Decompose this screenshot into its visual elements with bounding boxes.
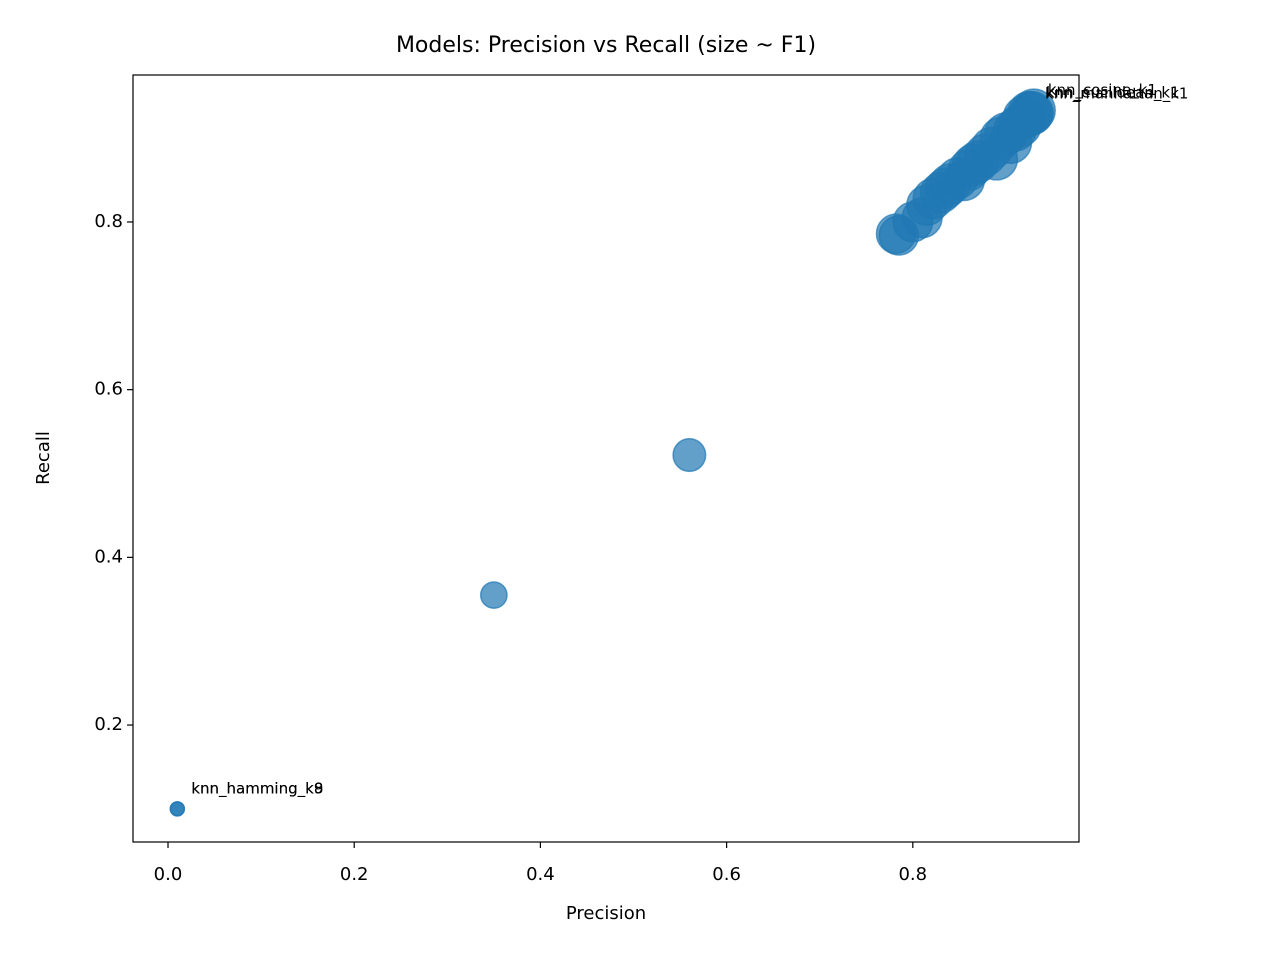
x-axis-label: Precision — [566, 903, 646, 924]
y-tick-label: 0.2 — [94, 714, 123, 735]
chart-title: Models: Precision vs Recall (size ~ F1) — [396, 33, 816, 58]
y-tick-label: 0.4 — [94, 546, 123, 567]
point-label: knn_cosine_k1 — [1048, 81, 1157, 100]
point — [479, 581, 508, 609]
point-label: knn_hamming_k8 — [191, 779, 323, 798]
point — [169, 801, 186, 817]
point — [1008, 91, 1054, 136]
point-label: knn_manhattan_k1 — [1045, 84, 1188, 103]
y-tick-label: 0.8 — [94, 211, 123, 232]
point — [672, 438, 707, 473]
x-tick-label: 0.0 — [154, 864, 183, 885]
x-tick-label: 0.6 — [712, 864, 741, 885]
x-tick-label: 0.8 — [898, 864, 927, 885]
plot-frame — [132, 74, 1080, 843]
point-label: knn_hamming_k9 — [191, 779, 323, 798]
y-tick-label: 0.6 — [94, 379, 123, 400]
x-tick-label: 0.4 — [526, 864, 555, 885]
x-tick-label: 0.2 — [340, 864, 369, 885]
y-axis-label: Recall — [33, 431, 54, 485]
